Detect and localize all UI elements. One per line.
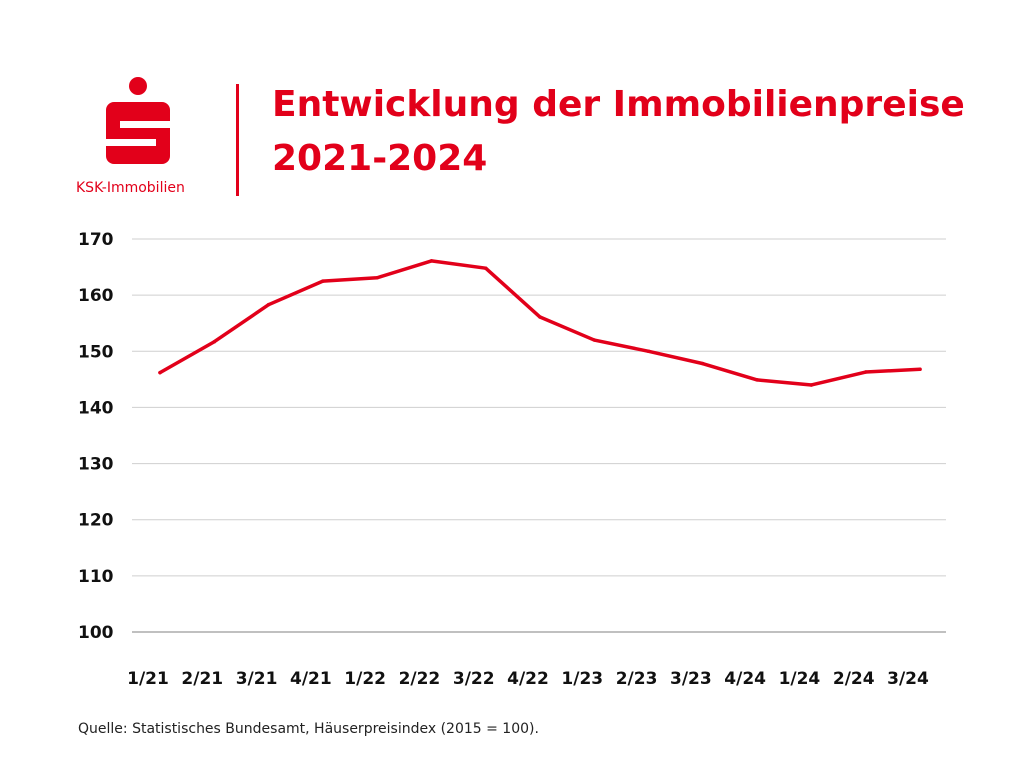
- chart-title: Entwicklung der Immobilienpreise 2021-20…: [272, 78, 992, 186]
- data-point: [483, 266, 488, 270]
- y-tick-label: 150: [78, 342, 114, 362]
- brand-block: KSK-Immobilien: [60, 72, 220, 202]
- x-tick-label: 1/21: [127, 669, 169, 689]
- x-tick-label: 2/23: [616, 669, 658, 689]
- data-point: [755, 378, 759, 382]
- x-tick-label: 2/22: [399, 669, 441, 689]
- x-tick-label: 3/23: [670, 669, 712, 689]
- x-tick-label: 1/23: [561, 669, 603, 689]
- x-tick-label: 2/24: [833, 669, 875, 689]
- y-tick-label: 110: [78, 567, 114, 587]
- x-tick-label: 3/24: [887, 669, 929, 689]
- y-tick-label: 120: [78, 511, 114, 531]
- data-point: [918, 367, 922, 372]
- chart-title-line: Entwicklung der Immobilienpreise: [272, 84, 965, 125]
- chart-subtitle: 2021-2024: [272, 138, 488, 179]
- y-tick-label: 130: [78, 455, 114, 475]
- data-point: [701, 361, 705, 366]
- data-point: [321, 279, 325, 283]
- data-point: [375, 275, 379, 280]
- x-tick-label: 3/22: [453, 669, 495, 689]
- x-tick-label: 1/24: [779, 669, 821, 689]
- x-tick-label: 3/21: [236, 669, 278, 689]
- sparkasse-logo-icon: [106, 77, 170, 164]
- series-line: [158, 259, 922, 387]
- data-point: [646, 349, 651, 354]
- data-point: [592, 338, 597, 342]
- y-tick-label: 140: [78, 398, 114, 418]
- x-tick-label: 2/21: [181, 669, 223, 689]
- x-tick-label: 4/22: [507, 669, 549, 689]
- y-tick-label: 100: [78, 623, 114, 643]
- x-tick-label: 4/21: [290, 669, 332, 689]
- data-point: [429, 259, 434, 263]
- header-divider: [236, 84, 239, 196]
- y-tick-label: 170: [78, 230, 114, 250]
- x-axis-tick-labels: 1/21 2/21 3/21 4/21 1/22 2/22 3/22 4/22 1/23 2/23…: [127, 669, 929, 689]
- data-point: [863, 370, 868, 374]
- y-axis-tick-labels: 100 110 120 130 140 150 160 170: [78, 230, 114, 643]
- data-point: [809, 383, 814, 387]
- data-point: [212, 339, 217, 344]
- x-tick-label: 4/24: [724, 669, 766, 689]
- data-point: [158, 370, 162, 375]
- y-tick-label: 160: [78, 286, 114, 306]
- brand-name: KSK-Immobilien: [76, 180, 185, 196]
- series-group: [158, 259, 922, 387]
- line-chart: 100 110 120 130 140 150 160 170 1/21 2/21 3/21 4/2…: [78, 230, 946, 689]
- x-tick-label: 1/22: [344, 669, 386, 689]
- gridlines: [132, 238, 946, 633]
- source-note: Quelle: Statistisches Bundesamt, Häuserp…: [78, 721, 539, 737]
- data-point: [266, 302, 271, 307]
- data-point: [538, 315, 542, 319]
